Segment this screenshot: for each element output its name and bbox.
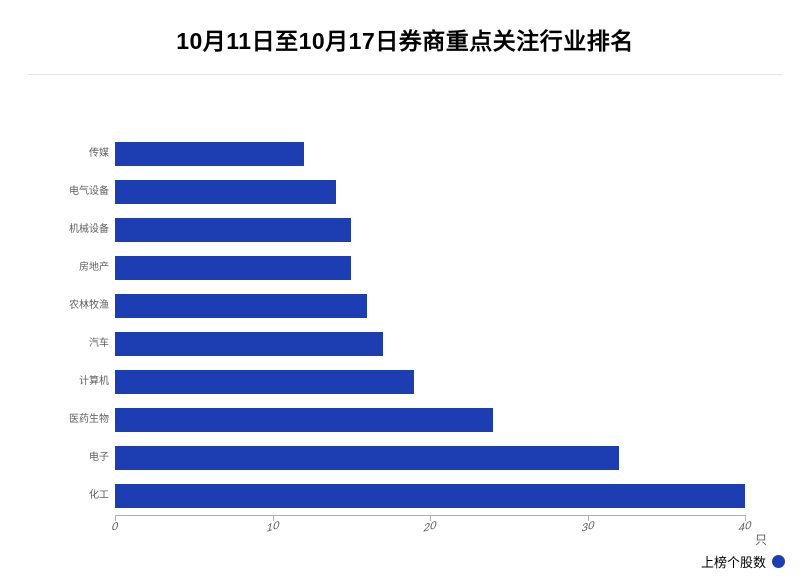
- bar-row: 电气设备: [115, 173, 745, 211]
- bar-category-label: 计算机: [0, 363, 109, 401]
- chart-title: 10月11日至10月17日券商重点关注行业排名: [28, 22, 782, 56]
- bar-row: 化工: [115, 477, 745, 515]
- bar: [115, 218, 351, 242]
- bar-category-label: 房地产: [0, 249, 109, 287]
- bar: [115, 294, 367, 318]
- bar: [115, 332, 383, 356]
- bar-category-label: 传媒: [0, 135, 109, 173]
- plot-region: 传媒电气设备机械设备房地产农林牧渔汽车计算机医药生物电子化工: [115, 135, 745, 515]
- legend-label: 上榜个股数: [701, 552, 766, 571]
- bar: [115, 142, 304, 166]
- bar-category-label: 电子: [0, 439, 109, 477]
- x-axis: 010203040: [115, 515, 745, 555]
- bar-category-label: 农林牧渔: [0, 287, 109, 325]
- bar-category-label: 汽车: [0, 325, 109, 363]
- bar: [115, 180, 336, 204]
- bar-row: 传媒: [115, 135, 745, 173]
- bar-category-label: 机械设备: [0, 211, 109, 249]
- bar: [115, 370, 414, 394]
- bar-category-label: 化工: [0, 477, 109, 515]
- bar-row: 电子: [115, 439, 745, 477]
- bar: [115, 256, 351, 280]
- bar-category-label: 医药生物: [0, 401, 109, 439]
- legend-swatch: [772, 555, 785, 568]
- title-block: 10月11日至10月17日券商重点关注行业排名: [28, 0, 782, 75]
- chart-area: 传媒电气设备机械设备房地产农林牧渔汽车计算机医药生物电子化工 010203040…: [0, 95, 810, 583]
- bar: [115, 408, 493, 432]
- bar-row: 机械设备: [115, 211, 745, 249]
- legend: 上榜个股数: [701, 552, 785, 571]
- bar-category-label: 电气设备: [0, 173, 109, 211]
- bar-row: 汽车: [115, 325, 745, 363]
- bar: [115, 446, 619, 470]
- bar-row: 计算机: [115, 363, 745, 401]
- bar-row: 房地产: [115, 249, 745, 287]
- bar-row: 农林牧渔: [115, 287, 745, 325]
- bar: [115, 484, 745, 508]
- bar-row: 医药生物: [115, 401, 745, 439]
- x-axis-title: 只: [755, 531, 767, 548]
